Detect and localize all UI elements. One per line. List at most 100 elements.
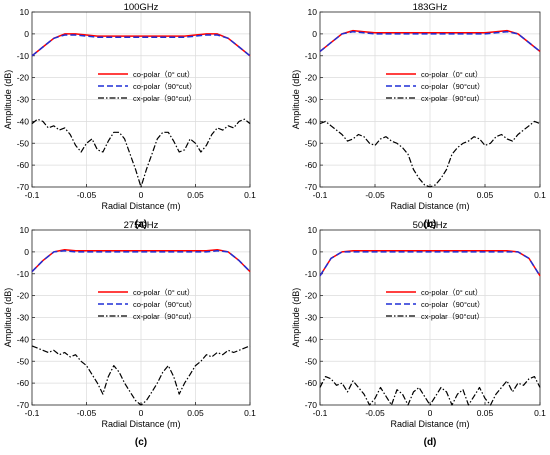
y-tick-label: -50 (305, 138, 318, 148)
legend-entry: co-polar（90°cut） (421, 300, 484, 309)
x-tick-label: 0 (428, 190, 433, 200)
y-tick-label: 10 (308, 7, 318, 17)
x-tick-label: 0.05 (187, 408, 204, 418)
series-line-co-0 (31, 33, 251, 57)
x-tick-label: 0.05 (187, 190, 204, 200)
y-tick-label: -70 (305, 182, 318, 192)
x-tick-label: 0.1 (244, 408, 256, 418)
chart-panel-3: 275GHz -70 -60 -50 -40 -30 -20 -10 0 10 -0.1 -0.05 0… (3, 220, 256, 448)
x-tick-label: -0.05 (365, 408, 385, 418)
x-tick-label: -0.05 (77, 408, 97, 418)
y-axis-label: Amplitude (dB) (3, 288, 13, 348)
legend-entry: co-polar（0° cut） (133, 70, 194, 79)
series-line-cx-90 (319, 120, 541, 188)
legend-entry: cx-polar（90°cut） (421, 94, 484, 103)
chart-title: 183GHz (413, 2, 448, 13)
x-axis-label: Radial Distance (m) (101, 419, 180, 429)
series-line-cx-90 (31, 345, 251, 406)
y-tick-label: -40 (17, 116, 30, 126)
panel-caption: (c) (135, 437, 147, 448)
y-tick-label: -30 (17, 95, 30, 105)
panel-caption: (d) (424, 437, 437, 448)
x-tick-label: -0.1 (25, 408, 40, 418)
x-tick-label: 0 (139, 190, 144, 200)
series-line-cx-90 (31, 118, 251, 188)
y-axis-label: Amplitude (dB) (291, 70, 301, 130)
y-tick-label: -20 (305, 73, 318, 83)
series-line-co-0 (319, 29, 541, 52)
y-tick-label: 0 (312, 247, 317, 257)
chart-panel-1: 100GHz -70 -60 -50 -40 -30 -20 -10 0 10 -0.1 -0.05 0… (3, 2, 256, 230)
chart-panel-2: 183GHz -70 -60 -50 -40 -30 -20 -10 0 10 -0.1 -0.05 0… (291, 2, 546, 230)
x-tick-label: 0 (139, 408, 144, 418)
x-tick-label: 0.05 (477, 190, 494, 200)
y-tick-label: -50 (17, 138, 30, 148)
y-tick-label: 10 (20, 7, 30, 17)
chart-panel-4: 500GHz -70 -60 -50 -40 -30 -20 -10 0 10 -0.1 -0.05 0… (291, 220, 546, 448)
legend-entry: cx-polar（90°cut） (133, 94, 196, 103)
panel-caption: (a) (135, 219, 147, 230)
legend-entry: cx-polar（90°cut） (421, 312, 484, 321)
y-tick-label: -40 (305, 116, 318, 126)
y-tick-label: -40 (305, 334, 318, 344)
y-tick-label: -30 (305, 313, 318, 323)
legend-entry: cx-polar（90°cut） (133, 312, 196, 321)
legend-entry: co-polar（90°cut） (133, 300, 196, 309)
series-line-co-90 (319, 30, 541, 52)
chart-title: 500GHz (413, 220, 448, 231)
y-tick-label: -10 (305, 269, 318, 279)
y-axis-label: Amplitude (dB) (291, 288, 301, 348)
y-tick-label: -30 (17, 313, 30, 323)
x-tick-label: -0.1 (313, 190, 328, 200)
y-tick-label: -10 (305, 51, 318, 61)
y-tick-label: 0 (24, 247, 29, 257)
legend-entry: co-polar（0° cut） (133, 288, 194, 297)
legend-entry: co-polar（0° cut） (421, 70, 482, 79)
series-line-co-90 (31, 250, 251, 273)
x-tick-label: 0.05 (477, 408, 494, 418)
y-tick-label: 10 (20, 225, 30, 235)
series-line-co-90 (319, 251, 541, 277)
y-axis-label: Amplitude (dB) (3, 70, 13, 130)
y-tick-label: -60 (305, 378, 318, 388)
series-line-co-0 (319, 250, 541, 277)
y-tick-label: -70 (17, 400, 30, 410)
legend-entry: co-polar（0° cut） (421, 288, 482, 297)
y-tick-label: -20 (305, 291, 318, 301)
y-tick-label: 0 (24, 29, 29, 39)
y-tick-label: 0 (312, 29, 317, 39)
y-tick-label: -60 (17, 160, 30, 170)
y-tick-label: -50 (305, 356, 318, 366)
series-line-co-0 (31, 248, 251, 273)
x-tick-label: 0 (428, 408, 433, 418)
y-tick-label: -40 (17, 334, 30, 344)
y-tick-label: 10 (308, 225, 318, 235)
y-tick-label: -20 (17, 73, 30, 83)
x-tick-label: 0.1 (244, 190, 256, 200)
y-tick-label: -30 (305, 95, 318, 105)
y-tick-label: -70 (305, 400, 318, 410)
y-tick-label: -10 (17, 269, 30, 279)
y-tick-label: -20 (17, 291, 30, 301)
y-tick-label: -60 (305, 160, 318, 170)
panel-caption: (b) (424, 219, 437, 230)
x-tick-label: -0.1 (25, 190, 40, 200)
x-axis-label: Radial Distance (m) (101, 201, 180, 211)
y-tick-label: -60 (17, 378, 30, 388)
chart-title: 100GHz (124, 2, 159, 13)
x-axis-label: Radial Distance (m) (390, 201, 469, 211)
x-tick-label: 0.1 (534, 190, 546, 200)
x-tick-label: -0.1 (313, 408, 328, 418)
x-tick-label: -0.05 (77, 190, 97, 200)
legend-entry: co-polar（90°cut） (421, 82, 484, 91)
legend-entry: co-polar（90°cut） (133, 82, 196, 91)
x-axis-label: Radial Distance (m) (390, 419, 469, 429)
y-tick-label: -50 (17, 356, 30, 366)
series-line-cx-90 (319, 376, 541, 406)
x-tick-label: 0.1 (534, 408, 546, 418)
chart-title: 275GHz (124, 220, 159, 231)
y-tick-label: -10 (17, 51, 30, 61)
x-tick-label: -0.05 (365, 190, 385, 200)
y-tick-label: -70 (17, 182, 30, 192)
